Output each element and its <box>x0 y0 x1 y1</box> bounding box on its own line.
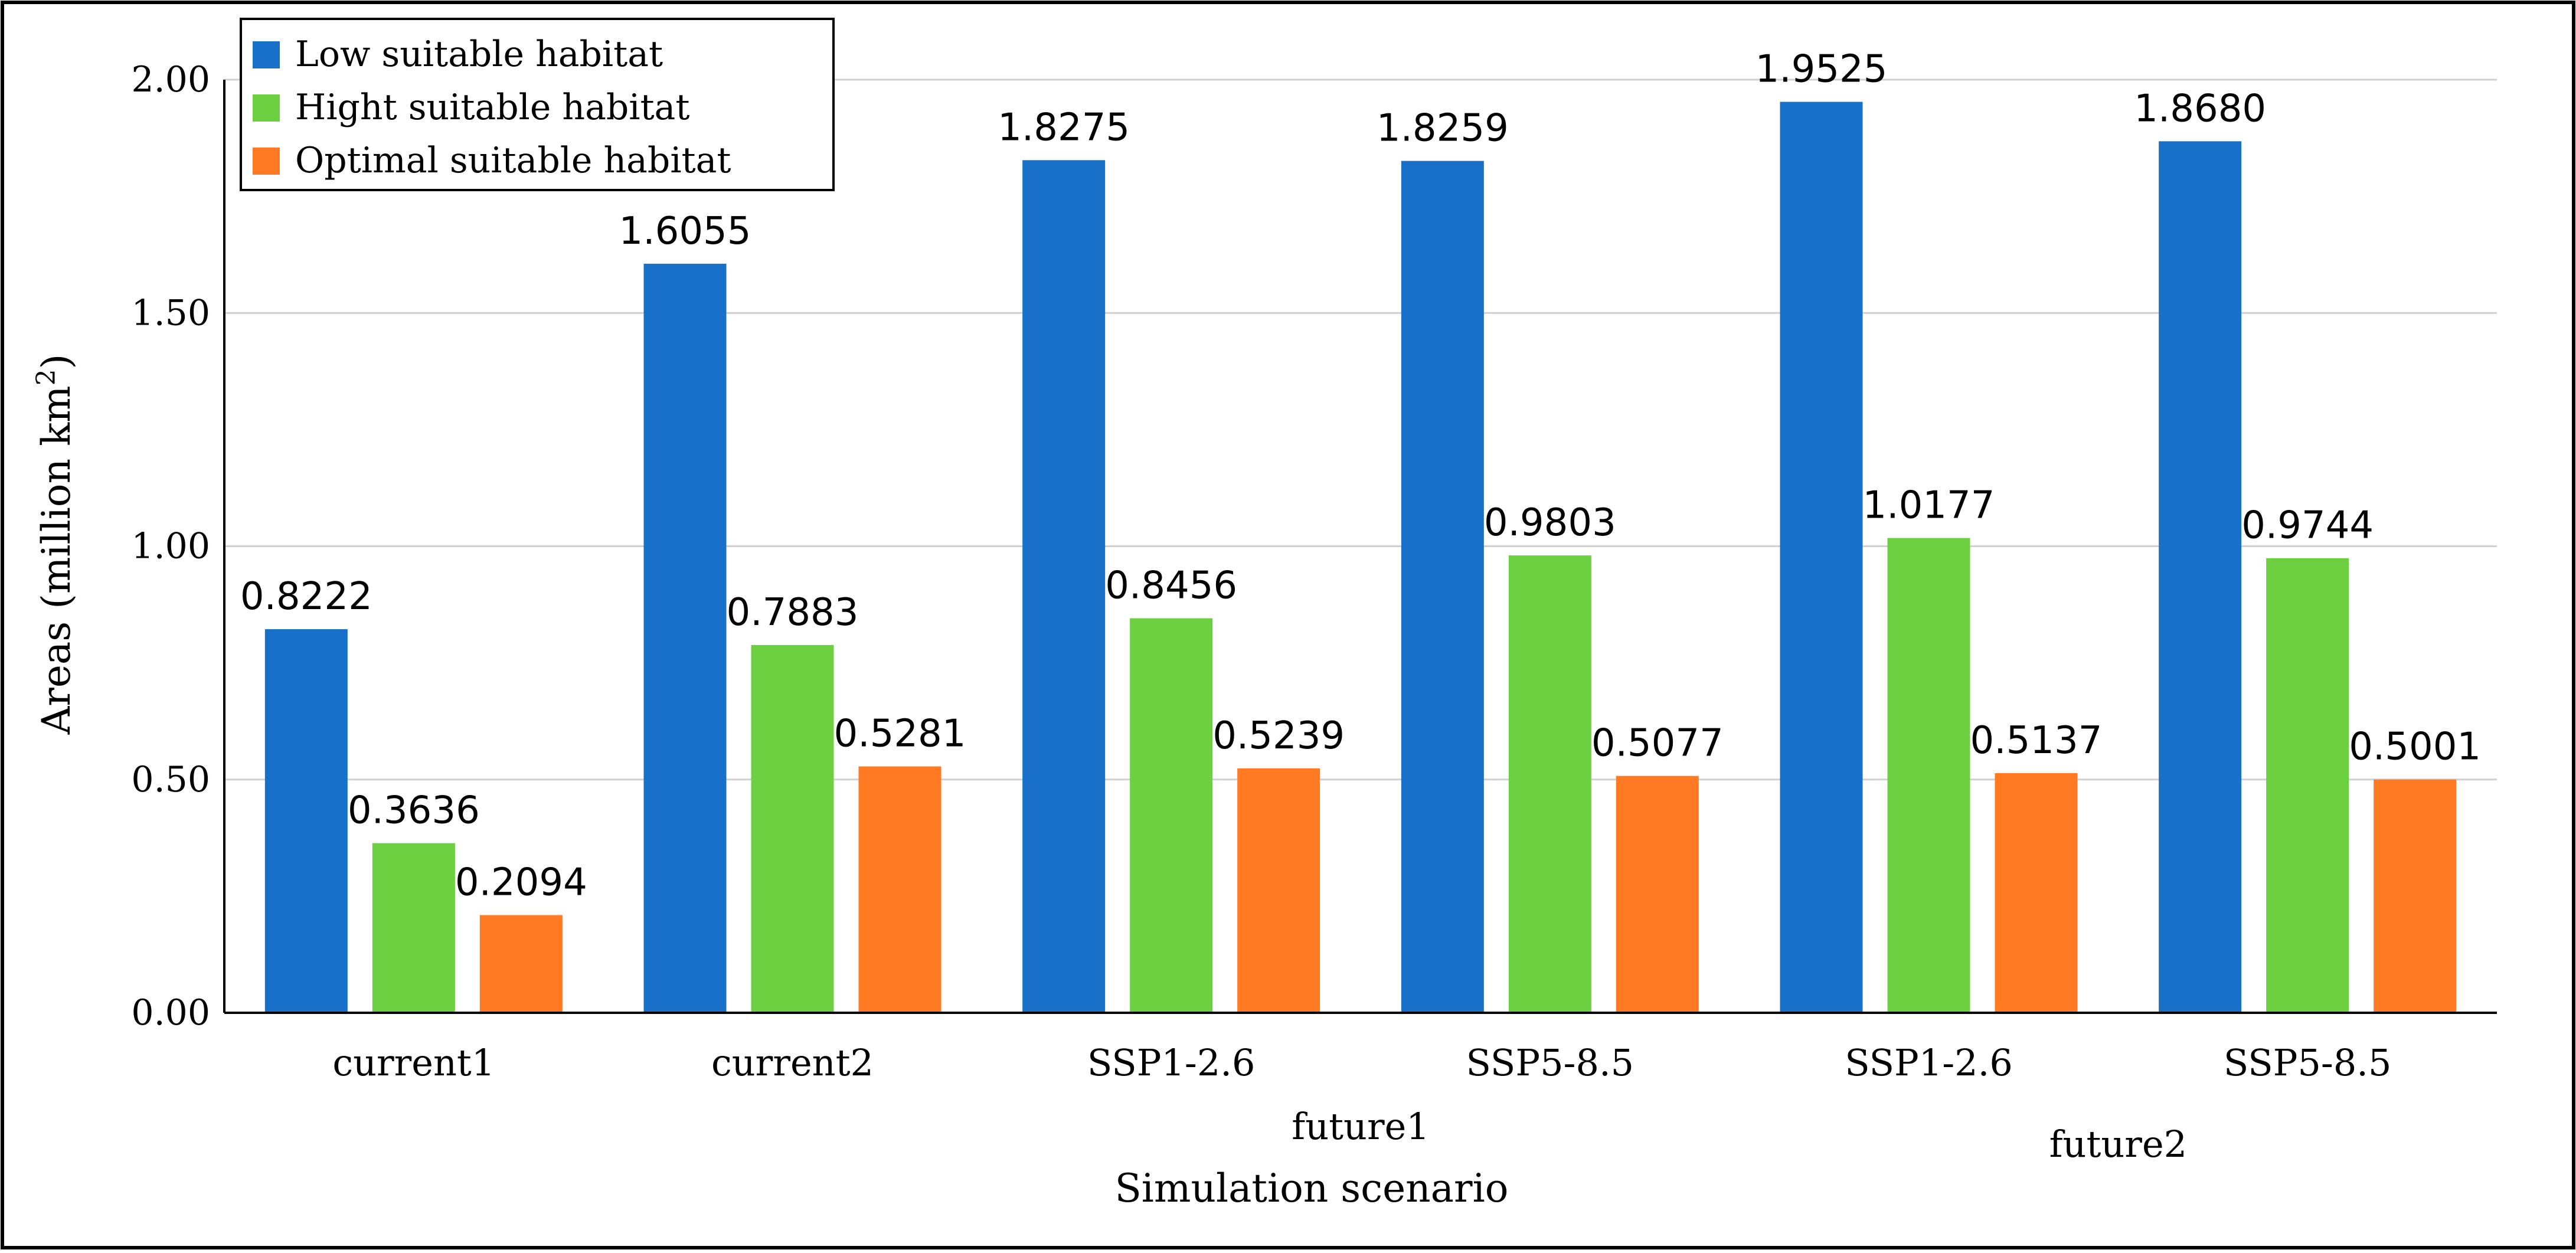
bar <box>1130 618 1213 1013</box>
x-tick-label: SSP5-8.5 <box>1466 1041 1634 1084</box>
data-label: 1.6055 <box>619 210 751 253</box>
y-tick-label: 1.50 <box>131 292 210 333</box>
y-axis-title-suffix: ) <box>34 354 79 369</box>
legend-swatch <box>253 94 280 122</box>
axes: 0.00 0.50 1.00 1.50 2.00 current1 current2 SSP1… <box>131 59 2497 1166</box>
legend: Low suitable habitat Hight suitable habit… <box>240 18 835 191</box>
data-label: 0.5281 <box>834 712 966 756</box>
data-label: 0.2094 <box>455 861 587 904</box>
bar <box>372 843 455 1013</box>
data-label: 0.5001 <box>2349 725 2481 769</box>
group-label: future2 <box>2049 1123 2188 1166</box>
data-labels: 0.8222 0.3636 0.2094 1.6055 0.7883 0.5281 1.82… <box>240 48 2481 905</box>
bar <box>2266 558 2349 1013</box>
bar <box>1616 776 1699 1013</box>
legend-box <box>240 18 835 191</box>
data-label: 1.8259 <box>1377 107 1509 151</box>
y-tick-label: 0.00 <box>131 992 210 1033</box>
data-label: 0.9803 <box>1484 501 1616 545</box>
legend-swatch <box>253 41 280 68</box>
data-label: 1.9525 <box>1756 48 1888 91</box>
bar <box>1508 555 1591 1013</box>
data-label: 0.5239 <box>1212 714 1345 758</box>
data-label: 0.8456 <box>1105 564 1237 608</box>
y-axis-title-superscript: 2 <box>31 369 61 385</box>
data-label: 0.8222 <box>240 575 372 619</box>
bar <box>1995 773 2078 1013</box>
bar <box>751 645 834 1013</box>
bars <box>264 102 2457 1013</box>
data-label: 0.7883 <box>727 591 859 634</box>
y-tick-label: 0.50 <box>131 759 210 800</box>
data-label: 0.3636 <box>348 789 480 833</box>
x-tick-label: SSP5-8.5 <box>2224 1041 2392 1084</box>
legend-label: Low suitable habitat <box>295 34 663 75</box>
legend-swatch <box>253 148 280 175</box>
x-tick-label: SSP1-2.6 <box>1845 1041 2013 1084</box>
x-axis-title: Simulation scenario <box>1115 1166 1509 1211</box>
legend-label: Optimal suitable habitat <box>295 140 731 181</box>
data-label: 1.0177 <box>1863 484 1995 528</box>
data-label: 0.5077 <box>1591 722 1724 765</box>
data-label: 0.5137 <box>1970 719 2103 763</box>
bar <box>2374 779 2457 1013</box>
bar <box>264 629 348 1013</box>
y-tick-label: 1.00 <box>131 526 210 567</box>
y-axis-title-main: Areas (million km <box>34 385 79 735</box>
x-tick-label: current1 <box>332 1041 495 1084</box>
group-label: future1 <box>1292 1105 1430 1148</box>
x-tick-label: SSP1-2.6 <box>1087 1041 1256 1084</box>
data-label: 0.9744 <box>2241 504 2374 548</box>
grid-lines <box>224 78 2497 781</box>
bar <box>2159 141 2242 1013</box>
bar <box>479 915 563 1013</box>
bar <box>858 766 942 1013</box>
data-label: 1.8275 <box>998 106 1130 149</box>
bar <box>1780 102 1863 1013</box>
y-tick-label: 2.00 <box>131 59 210 100</box>
bar <box>1022 160 1106 1013</box>
bar <box>1237 768 1320 1013</box>
x-tick-label: current2 <box>711 1041 874 1084</box>
bar <box>1401 161 1484 1013</box>
data-label: 1.8680 <box>2134 87 2266 130</box>
bar <box>1887 538 1970 1013</box>
bar <box>643 263 727 1013</box>
legend-label: Hight suitable habitat <box>295 87 689 128</box>
y-axis-title: Areas (million km2) <box>31 354 80 735</box>
